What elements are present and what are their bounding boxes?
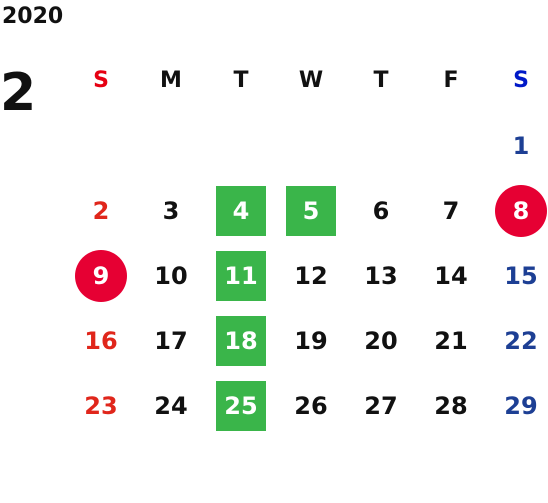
- weekday-header-mon: M: [136, 48, 206, 113]
- calendar-year: 2020: [2, 4, 64, 29]
- day-number: 9: [75, 249, 127, 302]
- day-cell: 15: [486, 243, 548, 308]
- day-number: [356, 121, 406, 171]
- weekday-label: S: [513, 68, 529, 93]
- day-cell: 27: [346, 373, 416, 438]
- day-number: 5: [286, 185, 336, 236]
- day-cell: 28: [416, 373, 486, 438]
- day-number: [146, 121, 196, 171]
- day-cell: 4: [206, 178, 276, 243]
- day-number: 11: [216, 250, 266, 301]
- day-cell: [346, 113, 416, 178]
- day-number: 7: [442, 196, 460, 225]
- day-cell: 20: [346, 308, 416, 373]
- weekday-label: S: [93, 68, 109, 93]
- day-number: 22: [504, 326, 538, 355]
- day-number: 4: [216, 185, 266, 236]
- day-number: 10: [154, 261, 188, 290]
- day-cell: 5: [276, 178, 346, 243]
- day-cell: 13: [346, 243, 416, 308]
- calendar-month: 2: [0, 63, 37, 123]
- day-cell: 18: [206, 308, 276, 373]
- day-number: 28: [434, 391, 468, 420]
- day-cell: 1: [486, 113, 548, 178]
- day-number: 25: [216, 380, 266, 431]
- day-cell: 11: [206, 243, 276, 308]
- day-cell: 3: [136, 178, 206, 243]
- weekday-header-thu: T: [346, 48, 416, 113]
- day-cell: [66, 113, 136, 178]
- weekday-label: T: [373, 68, 389, 93]
- day-cell: 26: [276, 373, 346, 438]
- weekday-label: T: [233, 68, 249, 93]
- day-cell: 8: [486, 178, 548, 243]
- day-cell: 9: [66, 243, 136, 308]
- day-cell: 17: [136, 308, 206, 373]
- day-number: 21: [434, 326, 468, 355]
- day-number: 8: [495, 184, 547, 237]
- day-number: 24: [154, 391, 188, 420]
- day-cell: 22: [486, 308, 548, 373]
- day-number: [76, 121, 126, 171]
- weekday-label: W: [298, 68, 324, 93]
- day-number: [216, 121, 266, 171]
- day-number: 14: [434, 261, 468, 290]
- day-number: 3: [162, 196, 180, 225]
- day-cell: 24: [136, 373, 206, 438]
- day-cell: 25: [206, 373, 276, 438]
- day-cell: 7: [416, 178, 486, 243]
- day-number: 20: [364, 326, 398, 355]
- day-cell: 2: [66, 178, 136, 243]
- weekday-label: F: [443, 68, 459, 93]
- weekday-header-wed: W: [276, 48, 346, 113]
- day-cell: [276, 113, 346, 178]
- day-cell: 29: [486, 373, 548, 438]
- day-number: 1: [512, 131, 530, 160]
- day-number: 16: [84, 326, 118, 355]
- day-cell: [416, 113, 486, 178]
- day-number: [286, 121, 336, 171]
- day-number: 17: [154, 326, 188, 355]
- day-cell: 6: [346, 178, 416, 243]
- day-number: 12: [294, 261, 328, 290]
- weekday-label: M: [160, 68, 182, 93]
- day-number: 15: [504, 261, 538, 290]
- day-number: 2: [92, 196, 110, 225]
- day-cell: 16: [66, 308, 136, 373]
- day-number: 26: [294, 391, 328, 420]
- day-cell: 12: [276, 243, 346, 308]
- calendar-grid: S M T W T F S 1 2 3 4 5 6 7 8 9 10 11 12…: [66, 48, 548, 438]
- weekday-header-tue: T: [206, 48, 276, 113]
- day-number: 6: [372, 196, 390, 225]
- day-cell: 19: [276, 308, 346, 373]
- day-cell: 10: [136, 243, 206, 308]
- day-number: 18: [216, 315, 266, 366]
- day-cell: [136, 113, 206, 178]
- weekday-header-sat: S: [486, 48, 548, 113]
- weekday-header-fri: F: [416, 48, 486, 113]
- day-number: 27: [364, 391, 398, 420]
- day-cell: [206, 113, 276, 178]
- day-cell: 23: [66, 373, 136, 438]
- weekday-header-sun: S: [66, 48, 136, 113]
- day-number: 23: [84, 391, 118, 420]
- day-number: 19: [294, 326, 328, 355]
- day-cell: 21: [416, 308, 486, 373]
- day-number: [426, 121, 476, 171]
- day-number: 29: [504, 391, 538, 420]
- day-cell: 14: [416, 243, 486, 308]
- day-number: 13: [364, 261, 398, 290]
